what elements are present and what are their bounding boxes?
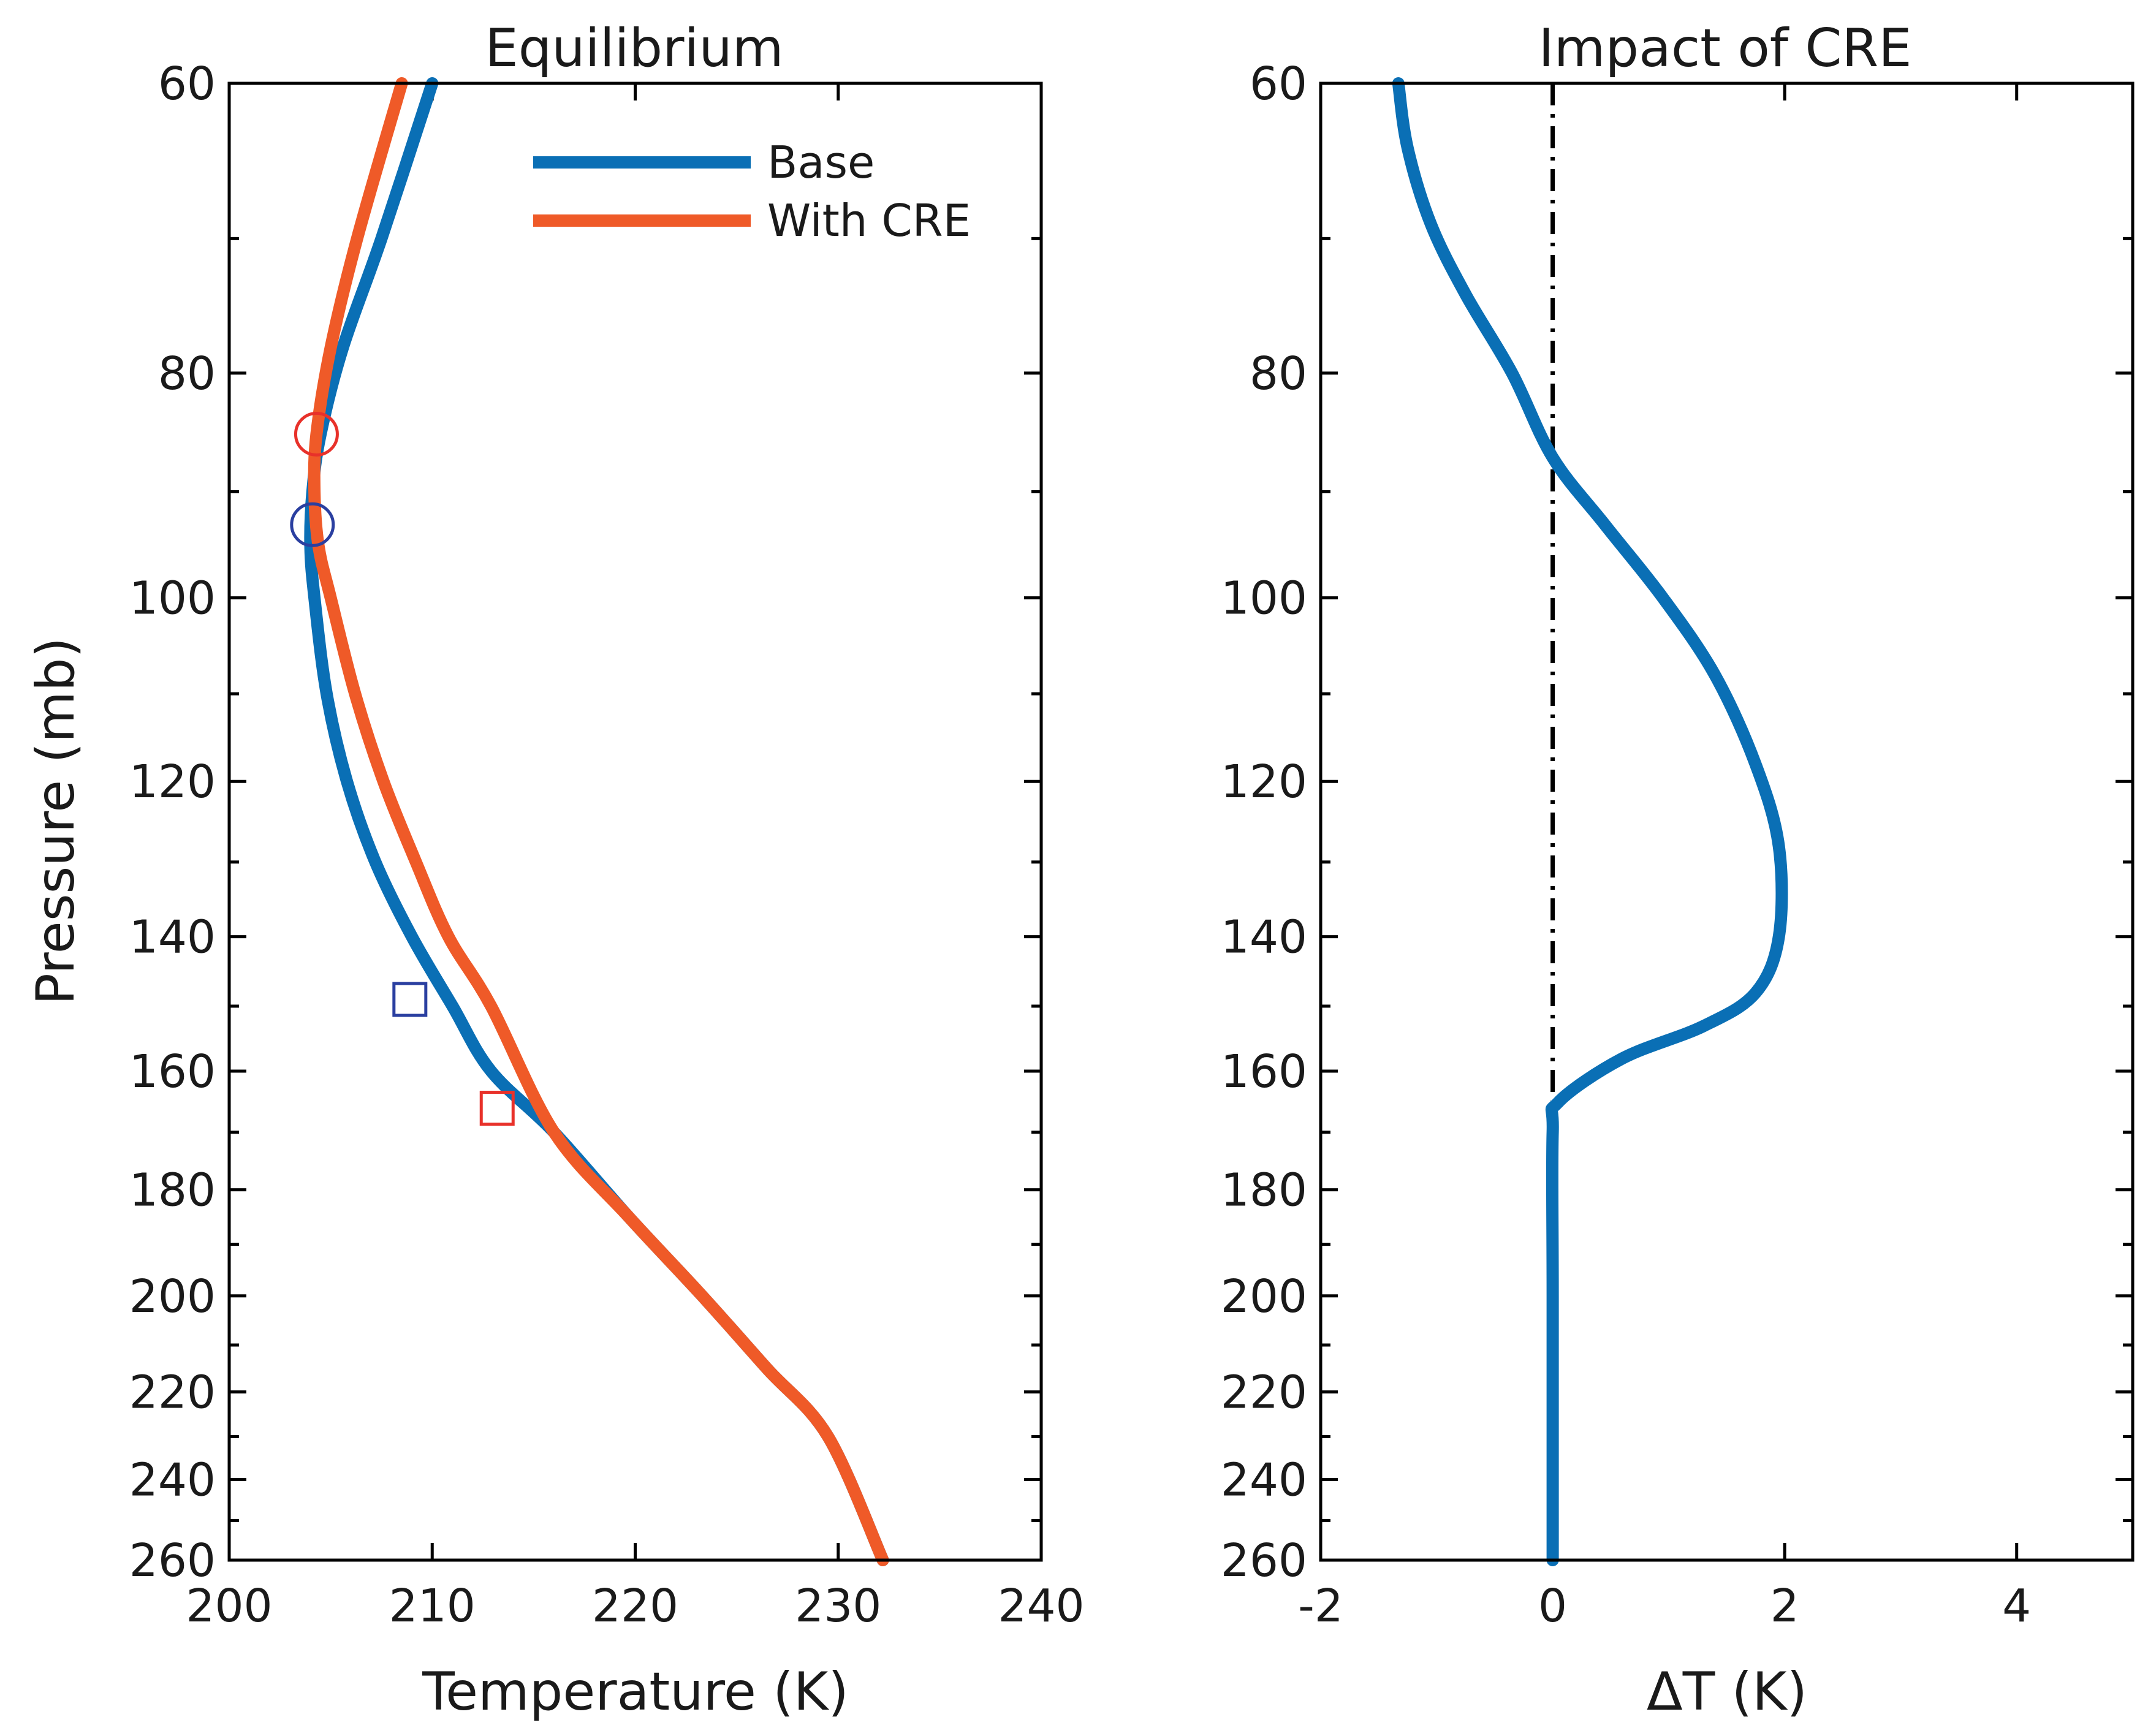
y-tick-label: 180 bbox=[1221, 1164, 1307, 1217]
x-axis-label: ΔT (K) bbox=[1647, 1661, 1807, 1723]
y-tick-label: 100 bbox=[1221, 572, 1307, 625]
y-tick-label: 100 bbox=[129, 572, 216, 625]
plot-frame bbox=[1319, 81, 2135, 1562]
y-tick-label: 260 bbox=[1221, 1534, 1307, 1587]
legend-label-base: Base bbox=[767, 137, 875, 188]
series-group bbox=[1392, 77, 1788, 1566]
y-tick-label: 180 bbox=[129, 1164, 216, 1217]
x-axis: 200 210 220 230 240 bbox=[186, 83, 1085, 1632]
y-tick-label: 160 bbox=[1221, 1045, 1307, 1098]
y-axis-label: Pressure (mb) bbox=[25, 637, 86, 1005]
panel-title: Equilibrium bbox=[485, 18, 783, 79]
square-marker bbox=[392, 982, 428, 1017]
x-tick-label: 200 bbox=[186, 1580, 272, 1632]
series-line-with-cre bbox=[308, 77, 889, 1566]
y-tick-label: 80 bbox=[1250, 347, 1307, 400]
y-tick-label: 220 bbox=[129, 1366, 216, 1419]
plot-frame bbox=[227, 81, 1043, 1562]
y-tick-label: 160 bbox=[129, 1045, 216, 1098]
circle-marker bbox=[294, 411, 339, 457]
y-tick-label: 220 bbox=[1221, 1366, 1307, 1419]
square-marker bbox=[479, 1091, 515, 1126]
x-tick-label: 220 bbox=[592, 1580, 678, 1632]
y-tick-label: 140 bbox=[1221, 911, 1307, 964]
series-group bbox=[304, 77, 889, 1566]
series-line-t bbox=[1392, 77, 1788, 1566]
legend-label-with-cre: With CRE bbox=[767, 195, 971, 246]
x-tick-label: 2 bbox=[1770, 1580, 1799, 1632]
y-tick-label: 200 bbox=[1221, 1270, 1307, 1323]
equilibrium-panel: Equilibrium 60 80 100 120 140 160 180 200 220 240… bbox=[25, 18, 1085, 1723]
x-axis-label: Temperature (K) bbox=[422, 1661, 849, 1723]
y-tick-label: 140 bbox=[129, 911, 216, 964]
legend: Base With CRE bbox=[533, 137, 971, 246]
y-tick-label: 80 bbox=[158, 347, 216, 400]
y-axis: 60 80 100 120 140 160 180 200 220 240 260 bbox=[129, 58, 1041, 1587]
y-tick-label: 260 bbox=[129, 1534, 216, 1587]
y-tick-label: 120 bbox=[1221, 756, 1307, 808]
x-tick-label: 240 bbox=[998, 1580, 1084, 1632]
y-tick-label: 60 bbox=[158, 58, 216, 110]
y-tick-label: 240 bbox=[1221, 1454, 1307, 1506]
y-tick-label: 60 bbox=[1250, 58, 1307, 110]
x-tick-label: 0 bbox=[1538, 1580, 1567, 1632]
x-tick-label: 210 bbox=[389, 1580, 476, 1632]
circle-marker bbox=[290, 502, 335, 547]
y-tick-label: 200 bbox=[129, 1270, 216, 1323]
x-tick-label: 4 bbox=[2002, 1580, 2031, 1632]
impact-panel: Impact of CRE 60 80 100 120 140 160 180 200 220 2… bbox=[1221, 18, 2135, 1723]
y-tick-label: 120 bbox=[129, 756, 216, 808]
panel-title: Impact of CRE bbox=[1538, 18, 1911, 79]
x-tick-label: -2 bbox=[1298, 1580, 1343, 1632]
marker-group bbox=[290, 411, 515, 1126]
y-tick-label: 240 bbox=[129, 1454, 216, 1506]
x-axis: -2 0 2 4 bbox=[1298, 83, 2031, 1632]
x-tick-label: 230 bbox=[795, 1580, 881, 1632]
y-axis: 60 80 100 120 140 160 180 200 220 240 260 bbox=[1221, 58, 2133, 1587]
